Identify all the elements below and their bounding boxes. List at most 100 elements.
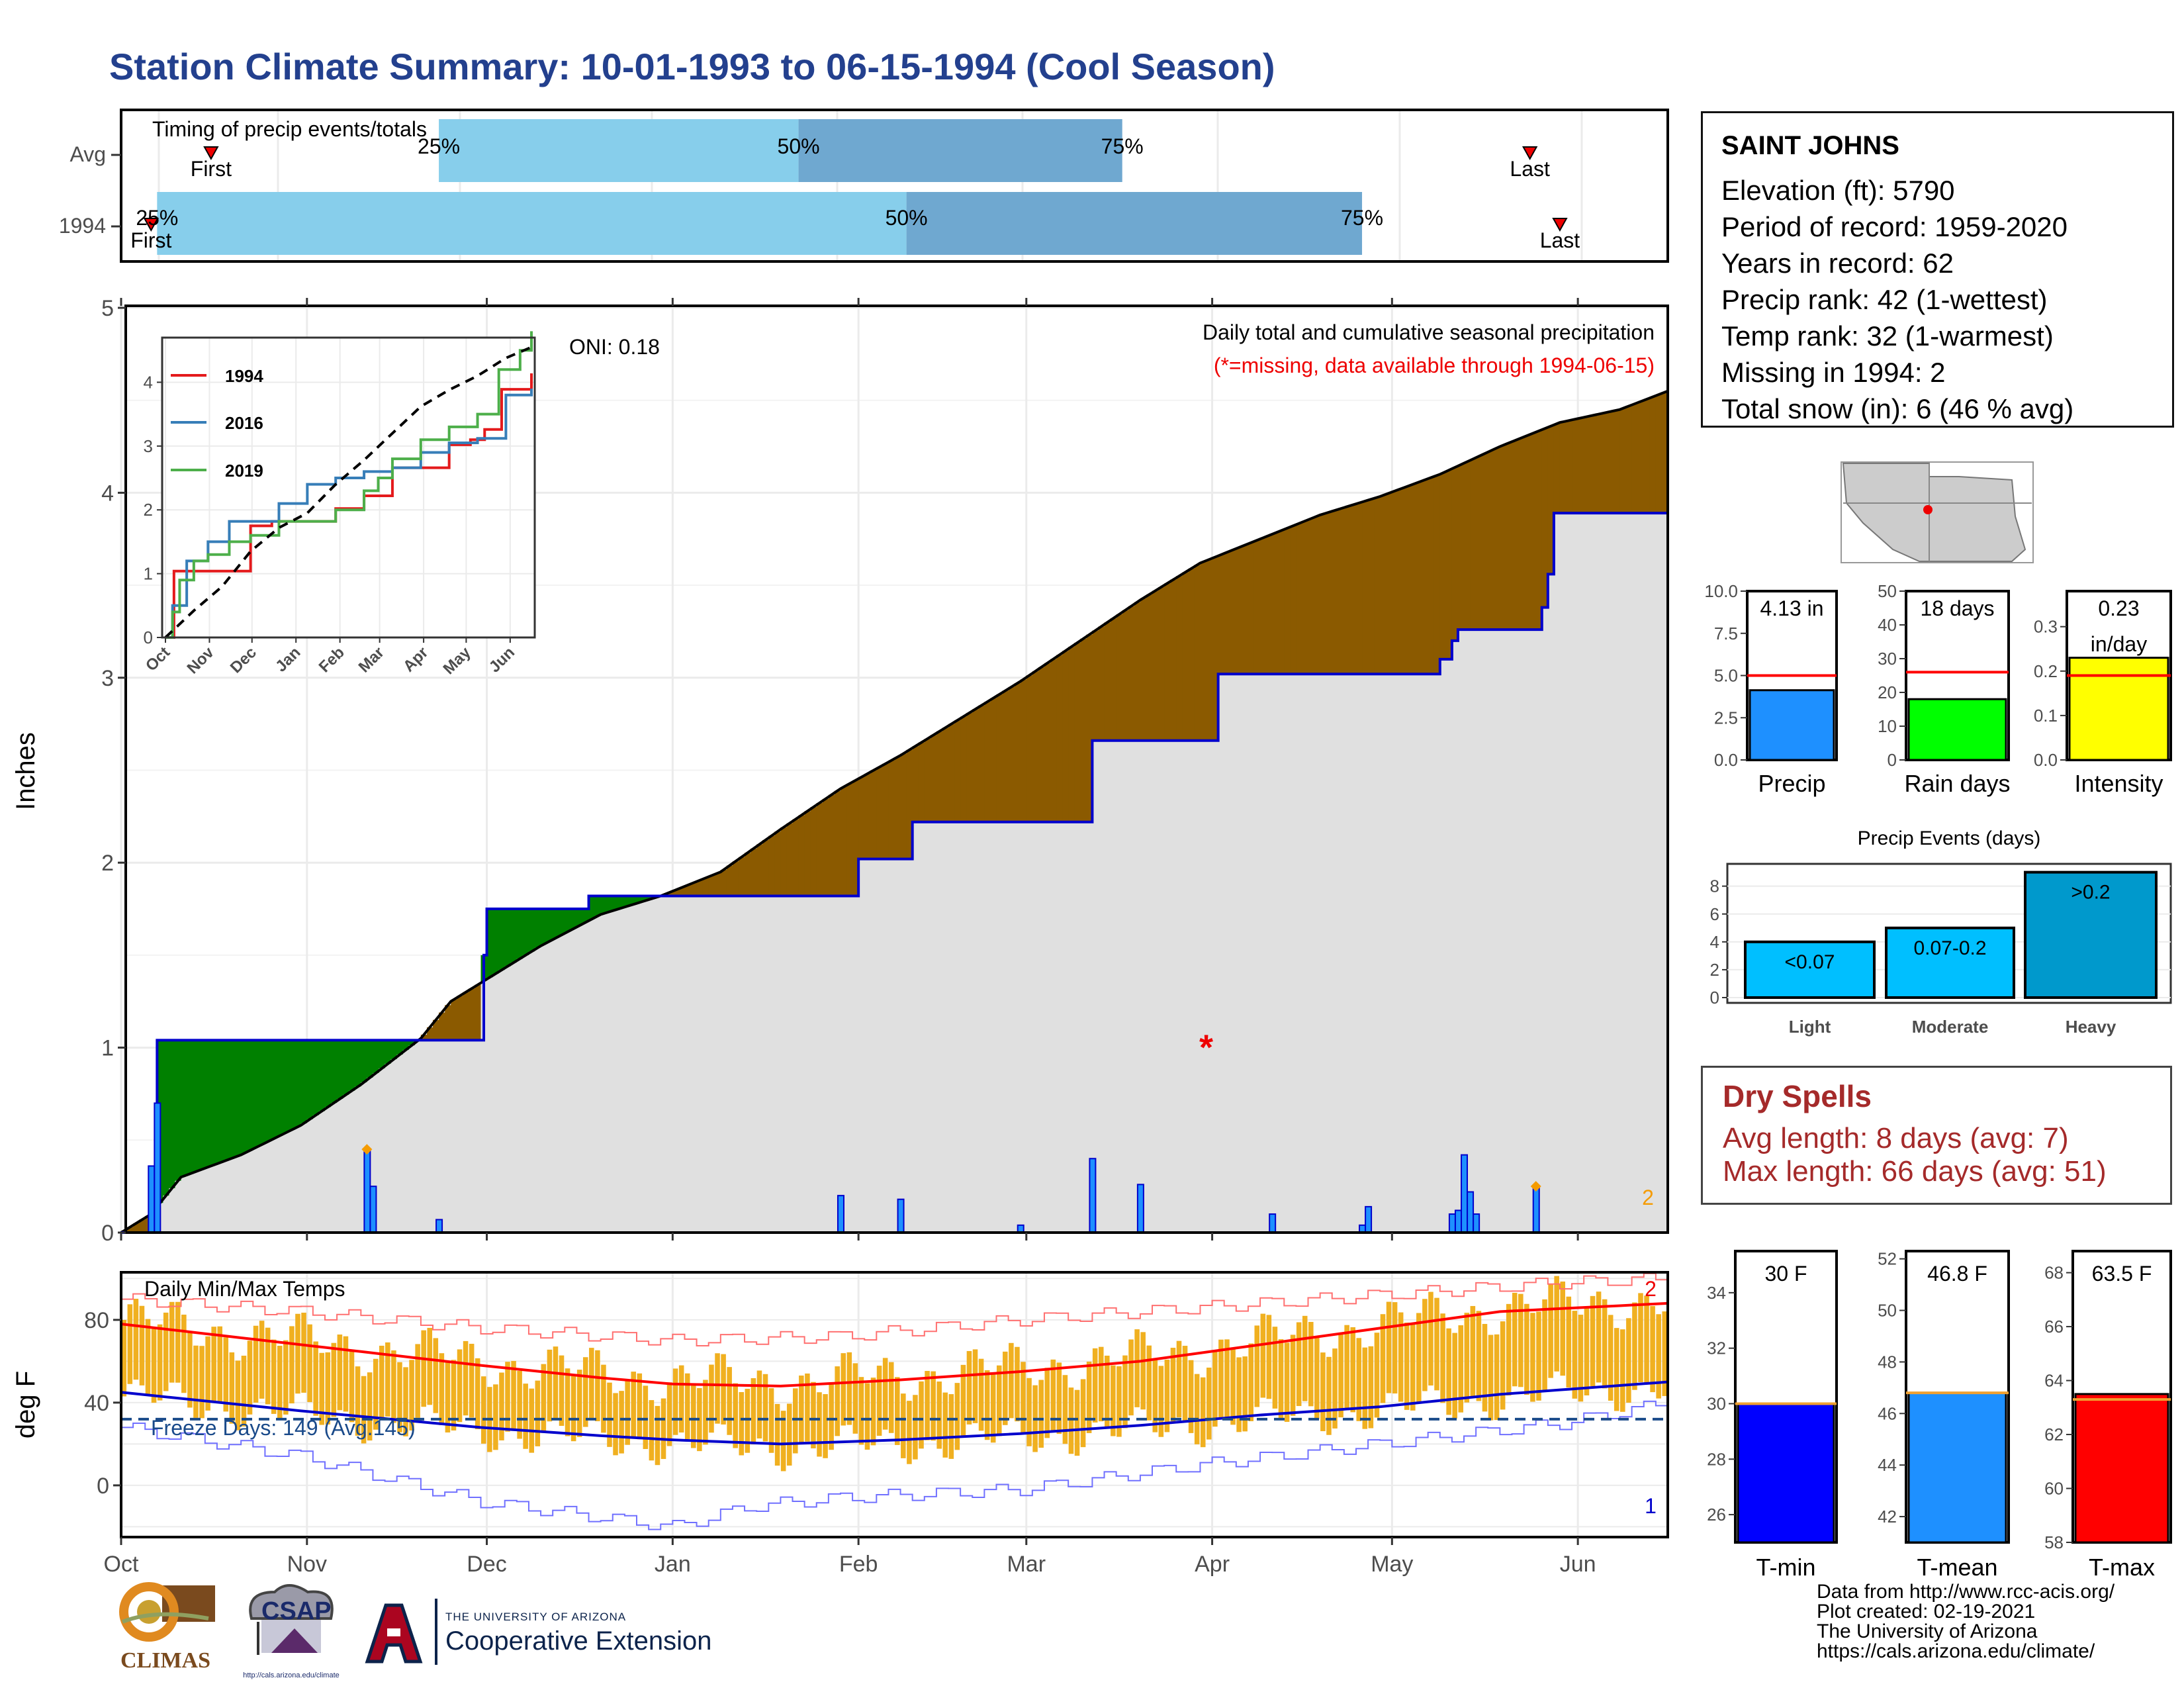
precip-daily-bar — [1454, 1209, 1462, 1234]
temp-daily-bar — [1302, 1315, 1308, 1401]
precip-gray-fill — [1619, 513, 1627, 1233]
precip-gray-fill — [1355, 674, 1363, 1233]
csap-logo-url: http://cals.arizona.edu/climate — [243, 1671, 340, 1679]
temp-daily-bar — [1003, 1351, 1008, 1425]
precip-below-avg-fill — [1128, 606, 1135, 741]
temp-daily-bar — [1650, 1305, 1655, 1393]
temp-daily-bar — [1602, 1299, 1608, 1389]
temp-daily-bar — [247, 1340, 253, 1415]
precip-gray-fill — [720, 896, 727, 1233]
inset-ytick-label: 3 — [144, 436, 153, 456]
precip-below-avg-fill — [1038, 667, 1045, 822]
precip-gray-fill — [235, 1156, 242, 1233]
temp-daily-bar — [355, 1366, 361, 1436]
precip-below-avg-fill — [876, 767, 883, 859]
temp-daily-bar — [1422, 1299, 1428, 1391]
events-bar — [1885, 926, 2015, 999]
timing-first-marker — [203, 146, 219, 161]
precip-above-avg-fill — [271, 1040, 278, 1139]
precip-below-avg-fill — [133, 1223, 140, 1233]
temp-daily-bar — [157, 1324, 163, 1401]
precip-gray-fill — [1602, 513, 1609, 1233]
events-ytick-label: 0 — [1710, 988, 1719, 1008]
precip-above-avg-fill — [175, 1040, 182, 1181]
precip-below-avg-fill — [906, 749, 913, 859]
summary-ytick-label: 0.2 — [2034, 661, 2058, 681]
temp-daily-bar — [1476, 1311, 1482, 1401]
temp-daily-bar — [1524, 1303, 1529, 1395]
dry-spells-box: Dry Spells Avg length: 8 days (avg: 7) M… — [1701, 1066, 2172, 1205]
precip-gray-fill — [1476, 630, 1482, 1233]
precip-gray-fill — [1566, 513, 1572, 1233]
precip-gray-fill — [858, 859, 865, 1233]
temp-daily-bar — [1596, 1291, 1602, 1383]
temp-summary-ytick-label: 64 — [2044, 1371, 2064, 1391]
temp-summary-ytick-label: 28 — [1707, 1449, 1726, 1469]
precip-gray-fill — [1518, 630, 1525, 1233]
precip-gray-fill — [900, 859, 907, 1233]
temp-daily-bar — [1344, 1325, 1349, 1411]
inset-series-avg — [164, 346, 532, 639]
precip-gray-fill — [193, 1171, 200, 1233]
temp-daily-bar — [768, 1388, 774, 1453]
precip-gray-fill — [588, 919, 596, 1233]
temp-daily-bar — [858, 1377, 864, 1445]
credits: Data from http://www.rcc-acis.org/ Plot … — [1817, 1582, 2115, 1662]
precip-below-avg-fill — [1572, 419, 1578, 514]
summary-ytick-label: 0.0 — [1714, 750, 1738, 770]
temp-daily-bar — [223, 1337, 229, 1412]
precip-gray-fill — [1212, 740, 1219, 1233]
precip-gray-fill — [1062, 821, 1069, 1233]
precip-gray-fill — [1553, 513, 1561, 1233]
temp-daily-bar — [876, 1366, 882, 1436]
precip-below-avg-fill — [139, 1219, 146, 1233]
temp-daily-bar — [895, 1377, 900, 1445]
precip-below-avg-fill — [696, 880, 704, 896]
temp-daily-bar — [762, 1374, 768, 1442]
temp-daily-bar — [660, 1398, 666, 1460]
precip-above-avg-fill — [241, 1040, 248, 1154]
temp-daily-bar — [990, 1374, 996, 1443]
inset-series-1994 — [165, 373, 533, 639]
temp-daily-bar — [1338, 1334, 1343, 1418]
summary-ytick-label: 50 — [1878, 581, 1897, 601]
inset-series-2019 — [165, 331, 533, 639]
precip-ylabel: Inches — [11, 732, 40, 810]
precip-below-avg-fill — [888, 760, 895, 859]
station-line: Elevation (ft): 5790 — [1721, 175, 1955, 206]
precip-gray-fill — [756, 896, 763, 1233]
precip-below-avg-fill — [942, 727, 949, 822]
precip-below-avg-fill — [1314, 516, 1321, 675]
timing-first-label: First — [191, 157, 232, 181]
precip-gray-fill — [504, 966, 512, 1233]
station-name: SAINT JOHNS — [1721, 131, 1899, 160]
temp-daily-bar — [1446, 1328, 1451, 1415]
precip-below-avg-fill — [966, 712, 973, 822]
temp-daily-bar — [672, 1368, 678, 1435]
precip-above-avg-fill — [324, 1040, 332, 1107]
temp-daily-bar — [1050, 1359, 1056, 1432]
temp-daily-bar — [678, 1365, 684, 1433]
precip-gray-fill — [1248, 674, 1255, 1233]
precip-above-avg-fill — [588, 896, 596, 919]
temp-daily-bar — [907, 1401, 912, 1464]
temp-daily-bar — [379, 1345, 385, 1419]
precip-gray-fill — [822, 896, 829, 1233]
precip-gray-fill — [990, 821, 997, 1233]
precip-below-avg-fill — [1140, 598, 1147, 741]
temp-daily-bar — [349, 1349, 355, 1423]
temp-daily-bar — [805, 1373, 810, 1442]
temp-xtick-label: Jan — [655, 1552, 691, 1577]
precip-gray-fill — [265, 1141, 272, 1233]
precip-gray-fill — [1032, 821, 1039, 1233]
precip-snow-marker — [1530, 1181, 1541, 1192]
precip-above-avg-fill — [222, 1040, 230, 1161]
temp-daily-bar — [1128, 1339, 1134, 1416]
temp-daily-bar — [397, 1362, 402, 1432]
precip-below-avg-fill — [1518, 438, 1525, 630]
timing-last-marker — [1552, 218, 1568, 232]
precip-daily-bar — [369, 1186, 377, 1234]
precip-gray-fill — [600, 914, 608, 1233]
temp-daily-bar — [1494, 1334, 1500, 1421]
precip-below-avg-fill — [1014, 683, 1021, 822]
